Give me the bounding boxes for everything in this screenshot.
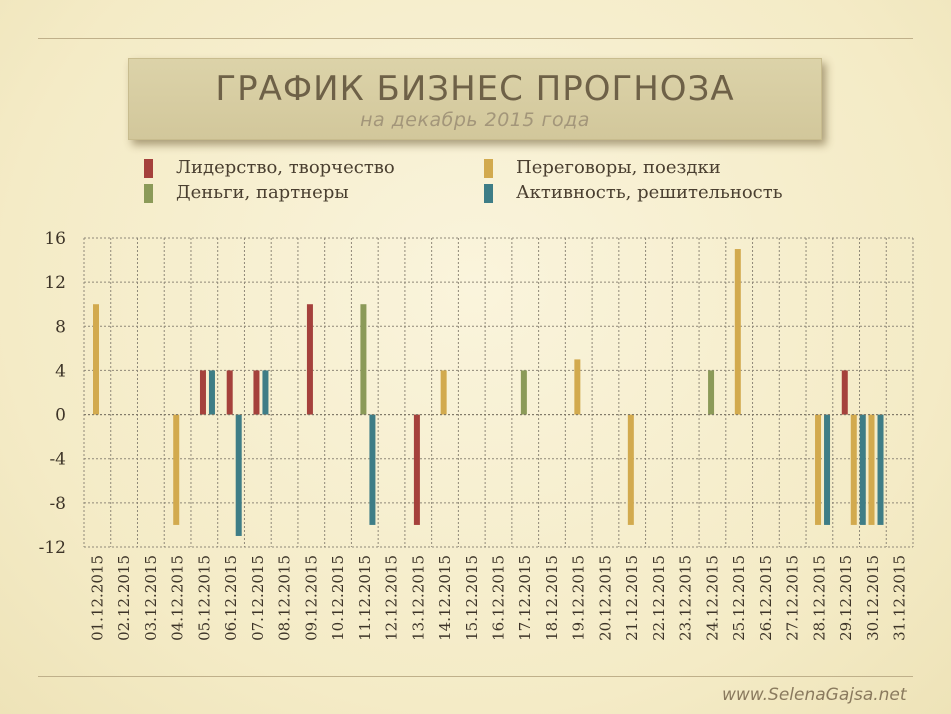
x-tick-label: 21.12.2015 xyxy=(623,555,641,641)
x-tick-label: 22.12.2015 xyxy=(650,555,668,641)
bar-28-0 xyxy=(841,370,848,415)
bar-29-1 xyxy=(868,414,875,525)
bar-10-2 xyxy=(360,304,367,415)
legend-swatch-leadership xyxy=(144,159,153,178)
x-tick-label: 12.12.2015 xyxy=(383,555,401,641)
x-tick-label: 08.12.2015 xyxy=(276,555,294,641)
x-tick-label: 03.12.2015 xyxy=(142,555,160,641)
x-tick-label: 14.12.2015 xyxy=(436,555,454,641)
x-tick-label: 09.12.2015 xyxy=(302,555,320,641)
bar-20-1 xyxy=(627,414,634,525)
x-tick-label: 25.12.2015 xyxy=(730,555,748,641)
x-tick-label: 04.12.2015 xyxy=(169,555,187,641)
x-tick-label: 27.12.2015 xyxy=(784,555,802,641)
bar-13-1 xyxy=(440,370,447,415)
legend-label-activity: Активность, решительность xyxy=(516,182,783,203)
bar-10-3 xyxy=(369,414,376,525)
bar-3-1 xyxy=(173,414,180,525)
bar-4-3 xyxy=(208,370,215,415)
x-tick-label: 01.12.2015 xyxy=(88,555,106,641)
x-tick-label: 06.12.2015 xyxy=(222,555,240,641)
x-tick-label: 23.12.2015 xyxy=(677,555,695,641)
x-tick-label: 17.12.2015 xyxy=(516,555,534,641)
bar-5-0 xyxy=(226,370,233,415)
bar-29-3 xyxy=(877,414,884,525)
x-tick-label: 11.12.2015 xyxy=(356,555,374,641)
bar-28-3 xyxy=(859,414,866,525)
x-tick-label: 24.12.2015 xyxy=(703,555,721,641)
x-tick-label: 05.12.2015 xyxy=(195,555,213,641)
y-tick-label: -4 xyxy=(49,450,66,470)
x-tick-label: 16.12.2015 xyxy=(490,555,508,641)
top-divider xyxy=(38,38,913,39)
y-tick-label: -8 xyxy=(49,494,66,514)
bottom-divider xyxy=(38,676,913,677)
bar-16-2 xyxy=(520,370,527,415)
chart-subtitle: на декабрь 2015 года xyxy=(360,109,590,131)
x-tick-label: 02.12.2015 xyxy=(115,555,133,641)
bars xyxy=(93,249,884,536)
bar-4-0 xyxy=(199,370,206,415)
legend-swatch-negotiations xyxy=(484,159,493,178)
site-watermark: www.SelenaGajsa.net xyxy=(722,685,907,705)
legend-label-negotiations: Переговоры, поездки xyxy=(516,157,721,178)
bar-24-1 xyxy=(734,249,741,415)
x-tick-label: 18.12.2015 xyxy=(543,555,561,641)
y-tick-label: 8 xyxy=(55,317,66,337)
bar-0-1 xyxy=(93,304,99,415)
x-tick-label: 07.12.2015 xyxy=(249,555,267,641)
y-tick-label: 4 xyxy=(55,361,66,381)
x-tick-label: 19.12.2015 xyxy=(570,555,588,641)
x-tick-label: 13.12.2015 xyxy=(409,555,427,641)
bar-6-0 xyxy=(253,370,260,415)
y-tick-label: 12 xyxy=(44,273,66,293)
bar-27-3 xyxy=(824,414,831,525)
x-tick-label: 28.12.2015 xyxy=(810,555,828,641)
x-tick-label: 10.12.2015 xyxy=(329,555,347,641)
legend-swatch-money xyxy=(144,184,153,203)
bar-5-3 xyxy=(235,414,242,536)
x-tick-label: 31.12.2015 xyxy=(891,555,909,641)
chart-title: ГРАФИК БИЗНЕС ПРОГНОЗА xyxy=(215,69,735,109)
bar-6-3 xyxy=(262,370,269,415)
title-banner: ГРАФИК БИЗНЕС ПРОГНОЗА на декабрь 2015 г… xyxy=(128,58,822,140)
x-tick-label: 15.12.2015 xyxy=(463,555,481,641)
x-tick-label: 30.12.2015 xyxy=(864,555,882,641)
x-tick-label: 29.12.2015 xyxy=(837,555,855,641)
bar-27-1 xyxy=(815,414,822,525)
y-tick-label: -12 xyxy=(39,538,66,558)
x-tick-label: 26.12.2015 xyxy=(757,555,775,641)
bar-28-1 xyxy=(850,414,857,525)
y-tick-label: 0 xyxy=(55,406,66,426)
bar-12-0 xyxy=(413,414,420,525)
legend-label-leadership: Лидерство, творчество xyxy=(176,157,395,178)
legend-label-money: Деньги, партнеры xyxy=(176,182,349,203)
y-tick-label: 16 xyxy=(44,229,66,249)
bar-8-0 xyxy=(306,304,313,415)
bar-18-1 xyxy=(574,359,581,415)
grid xyxy=(83,237,914,548)
x-tick-label: 20.12.2015 xyxy=(596,555,614,641)
legend-swatch-activity xyxy=(484,184,493,203)
bar-23-2 xyxy=(708,370,715,415)
